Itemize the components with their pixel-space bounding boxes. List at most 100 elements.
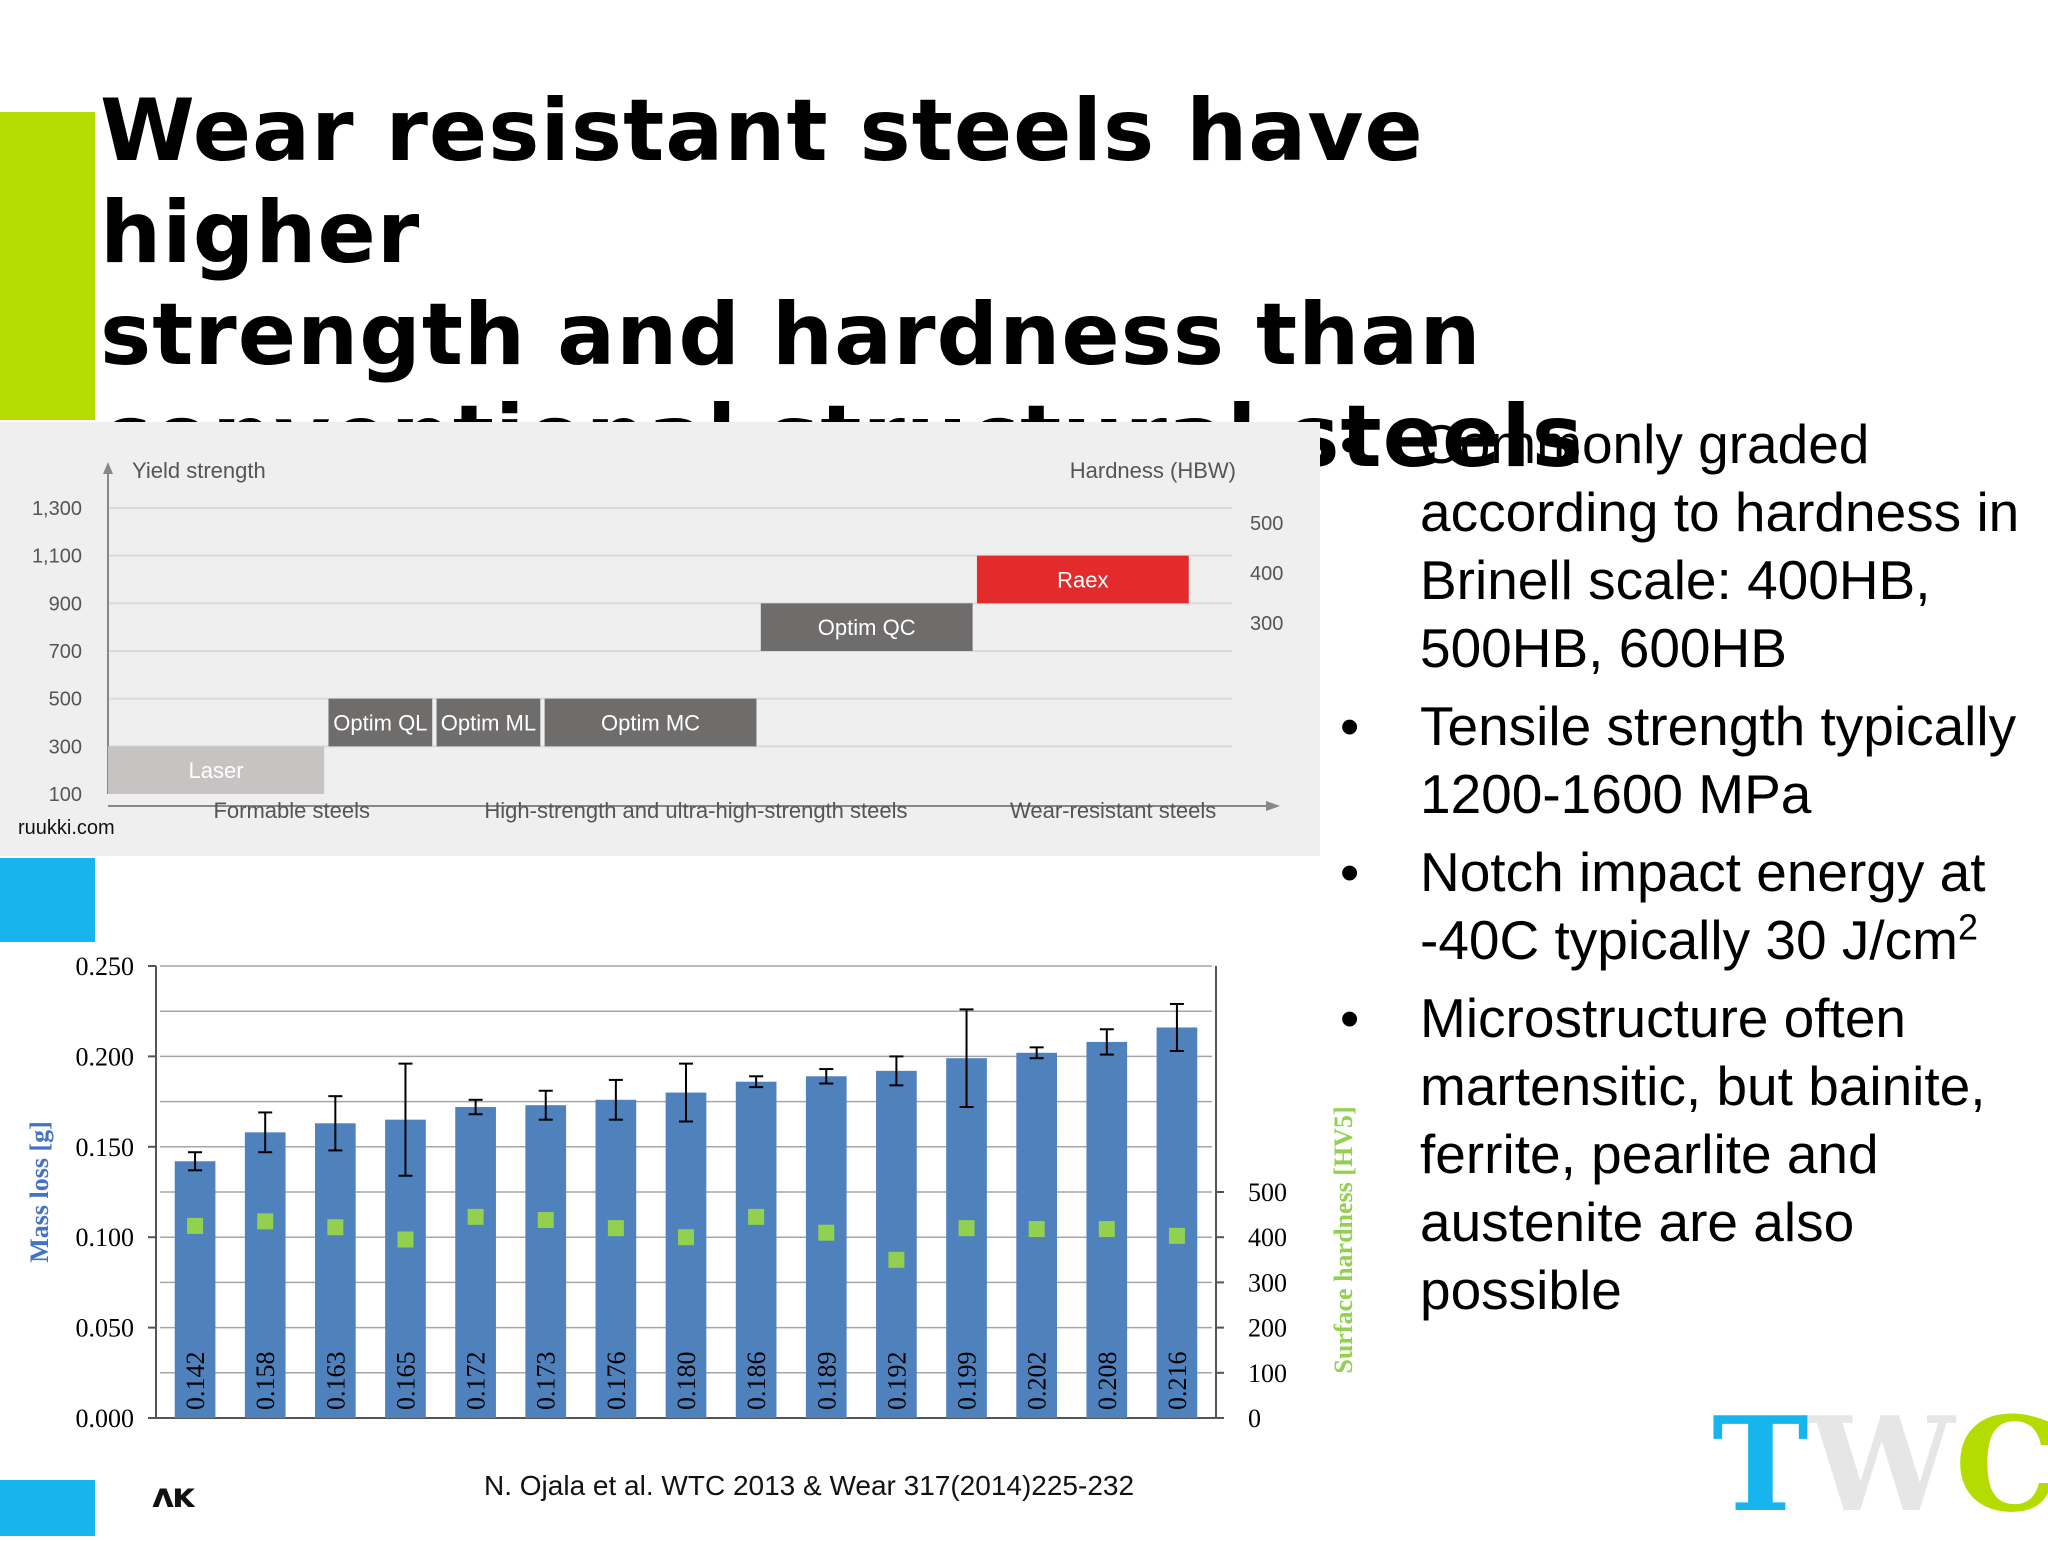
y-tick-label: 1,300 bbox=[32, 498, 82, 520]
bullet-item: • Commonly graded according to hardness i… bbox=[1340, 410, 2040, 682]
bullet-dot: • bbox=[1340, 695, 1360, 757]
bar-value-label: 0.192 bbox=[882, 1352, 911, 1411]
bullet-list: • Commonly graded according to hardness i… bbox=[1340, 410, 2040, 1334]
y-axis-label: Yield strength bbox=[132, 458, 266, 483]
bar bbox=[455, 1107, 496, 1418]
hardness-marker bbox=[818, 1224, 835, 1241]
accent-blue-block bbox=[0, 858, 95, 942]
y-tick-label: 1,100 bbox=[32, 546, 82, 568]
hardness-marker bbox=[888, 1251, 905, 1268]
bar bbox=[946, 1058, 987, 1418]
x-axis-arrow bbox=[1266, 801, 1280, 811]
bar-value-label: 0.189 bbox=[812, 1352, 841, 1411]
twc-logo: TWC bbox=[1712, 1400, 2048, 1530]
hardness-marker bbox=[257, 1213, 274, 1230]
hardness-marker bbox=[1098, 1221, 1115, 1238]
bullet-superscript: 2 bbox=[1957, 906, 1978, 948]
hardness-marker bbox=[607, 1220, 624, 1237]
bar-value-label: 0.142 bbox=[181, 1352, 210, 1411]
hardness-marker bbox=[678, 1229, 694, 1246]
hardness-marker bbox=[958, 1220, 975, 1237]
accent-blue-block-bottom bbox=[0, 1480, 95, 1536]
bar bbox=[595, 1099, 637, 1418]
bullet-dot: • bbox=[1340, 841, 1360, 903]
bar-value-label: 0.199 bbox=[953, 1352, 982, 1411]
range-bar-label: Optim QL bbox=[333, 711, 427, 736]
y2-tick-label: 300 bbox=[1250, 613, 1283, 635]
bar bbox=[525, 1105, 567, 1418]
y-tick-label: 0.100 bbox=[76, 1223, 135, 1252]
bar bbox=[244, 1132, 286, 1418]
bar bbox=[665, 1092, 707, 1418]
range-bar bbox=[108, 746, 325, 794]
bar-value-label: 0.202 bbox=[1023, 1352, 1052, 1411]
y-tick-label: 300 bbox=[49, 736, 82, 758]
y-tick-label: 700 bbox=[49, 641, 82, 663]
range-bar-label: Optim QC bbox=[818, 615, 916, 640]
bar bbox=[314, 1123, 356, 1418]
hardness-marker bbox=[537, 1212, 554, 1229]
y2-tick-label: 500 bbox=[1248, 1178, 1287, 1207]
bullet-item: • Notch impact energy at -40C typically 3… bbox=[1340, 838, 2040, 974]
hardness-marker bbox=[327, 1219, 344, 1236]
bar-value-label: 0.216 bbox=[1163, 1352, 1192, 1411]
twc-logo-c: C bbox=[1954, 1388, 2048, 1541]
y-tick-label: 0.050 bbox=[76, 1314, 135, 1343]
hardness-marker bbox=[467, 1208, 484, 1225]
y-tick-label: 0.150 bbox=[76, 1133, 135, 1162]
bar-value-label: 0.186 bbox=[742, 1352, 771, 1411]
strength-hardness-chart: 1,300 1,100 900 700 500 300 100 Yield strength H… bbox=[18, 458, 1283, 839]
bar-value-label: 0.163 bbox=[321, 1352, 350, 1411]
y-axis-arrow bbox=[103, 462, 113, 474]
y2-tick-label: 400 bbox=[1250, 563, 1283, 585]
hardness-marker bbox=[187, 1217, 204, 1234]
bullet-dot: • bbox=[1340, 987, 1360, 1049]
y2-tick-label: 400 bbox=[1248, 1223, 1287, 1252]
bullet-item: • Tensile strength typically 1200-1600 MP… bbox=[1340, 692, 2040, 828]
range-bar-label: Optim MC bbox=[601, 711, 700, 736]
y-tick-label: 0.000 bbox=[76, 1404, 135, 1433]
y-tick-label: 100 bbox=[49, 784, 82, 806]
bar-value-label: 0.165 bbox=[391, 1352, 420, 1411]
bar bbox=[174, 1161, 216, 1418]
bar-value-label: 0.208 bbox=[1093, 1352, 1122, 1411]
y-tick-label: 900 bbox=[49, 593, 82, 615]
range-bar bbox=[976, 555, 1189, 604]
hardness-marker bbox=[1028, 1221, 1045, 1238]
bullet-item: • Microstructure often martensitic, but b… bbox=[1340, 984, 2040, 1324]
bar-value-label: 0.180 bbox=[672, 1352, 701, 1411]
y-tick-label: 0.200 bbox=[76, 1042, 135, 1071]
y2-axis-label: Hardness (HBW) bbox=[1070, 458, 1236, 483]
y2-tick-label: 100 bbox=[1248, 1359, 1287, 1388]
range-bar bbox=[436, 698, 541, 747]
bullet-text: Microstructure often martensitic, but ba… bbox=[1420, 987, 1986, 1321]
source-note: ruukki.com bbox=[18, 817, 115, 839]
mass-loss-chart: 0.250 0.200 0.150 0.100 0.050 0.000 500 400 300 2… bbox=[25, 952, 1358, 1433]
y2-tick-label: 0 bbox=[1248, 1404, 1261, 1433]
y-tick-label: 0.250 bbox=[76, 952, 135, 981]
category-label: Formable steels bbox=[213, 798, 370, 823]
range-bar bbox=[760, 603, 973, 651]
range-bar-label: Optim ML bbox=[441, 711, 536, 736]
bullet-text: Notch impact energy at -40C typically 30… bbox=[1420, 841, 1986, 971]
category-label: High-strength and ultra-high-strength st… bbox=[484, 798, 907, 823]
hardness-marker bbox=[1168, 1227, 1185, 1244]
range-bar bbox=[328, 698, 433, 747]
bar bbox=[1156, 1027, 1198, 1418]
y2-tick-label: 300 bbox=[1248, 1268, 1287, 1297]
range-bar-label: Raex bbox=[1057, 568, 1108, 593]
bullet-text: Commonly graded according to hardness in… bbox=[1420, 413, 2020, 679]
twc-logo-w: W bbox=[1808, 1388, 1955, 1541]
bar-value-label: 0.176 bbox=[602, 1352, 631, 1411]
bar-value-label: 0.158 bbox=[251, 1352, 280, 1411]
hardness-marker bbox=[397, 1231, 414, 1248]
source-citation: N. Ojala et al. WTC 2013 & Wear 317(2014… bbox=[484, 1470, 1135, 1501]
category-label: Wear-resistant steels bbox=[1010, 798, 1216, 823]
bar bbox=[805, 1076, 847, 1418]
bar bbox=[876, 1070, 917, 1418]
accent-green-bar bbox=[0, 112, 95, 420]
bullet-dot: • bbox=[1340, 413, 1360, 475]
range-bar bbox=[544, 698, 757, 747]
y2-tick-label: 500 bbox=[1250, 513, 1283, 535]
y2-tick-label: 200 bbox=[1248, 1314, 1287, 1343]
